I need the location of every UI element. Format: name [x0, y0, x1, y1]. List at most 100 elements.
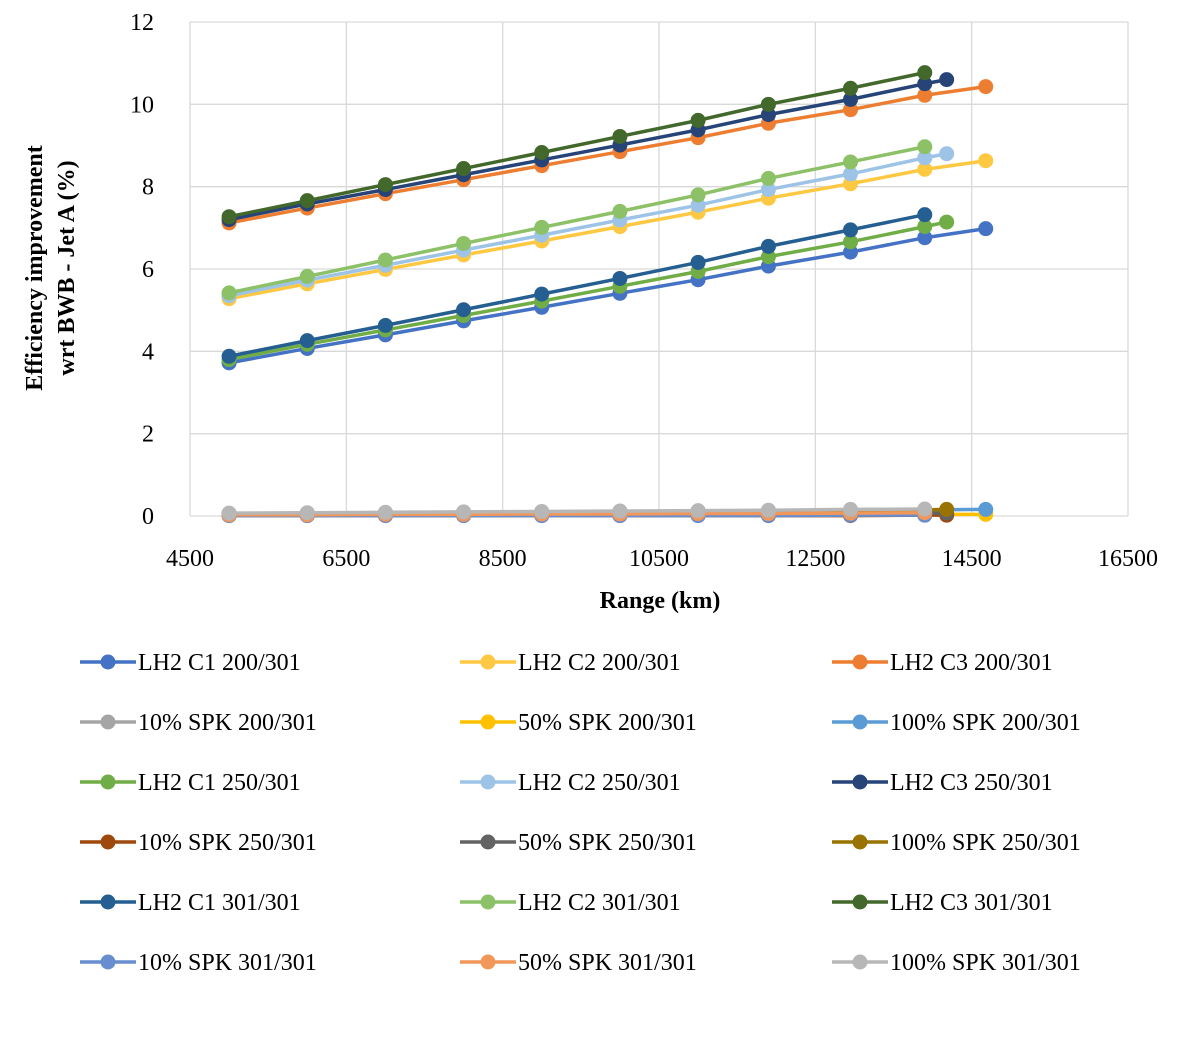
legend-label: 10% SPK 250/301 [138, 830, 317, 856]
data-point [760, 182, 776, 198]
data-point [612, 203, 628, 219]
data-point [534, 286, 550, 302]
y-tick-label: 0 [142, 504, 154, 530]
y-tick-label: 10 [130, 92, 154, 118]
data-point [612, 128, 628, 144]
legend-label: 50% SPK 301/301 [518, 950, 697, 976]
legend-entry: LH2 C3 250/301 [832, 770, 1053, 796]
series-line [228, 70, 926, 219]
data-point [978, 153, 994, 169]
y-tick-label: 2 [142, 422, 154, 448]
legend: LH2 C1 200/301 LH2 C2 200/301 LH2 C3 200/3… [80, 650, 1081, 976]
legend-marker [100, 654, 116, 670]
legend-label: LH2 C2 301/301 [518, 890, 681, 916]
legend-marker [100, 714, 116, 730]
data-point [456, 504, 472, 520]
legend-marker [480, 894, 496, 910]
data-point [978, 501, 994, 517]
series-0 [221, 221, 994, 371]
series-line [228, 158, 986, 301]
legend-marker [852, 894, 868, 910]
data-point [917, 65, 933, 81]
legend-label: LH2 C3 250/301 [890, 770, 1053, 796]
legend-entry: 50% SPK 301/301 [460, 950, 697, 976]
data-point [690, 254, 706, 270]
data-point [843, 234, 859, 250]
series-line [228, 145, 926, 295]
series-line [228, 212, 926, 358]
data-point [843, 222, 859, 238]
data-point [843, 166, 859, 182]
y-tick-label: 4 [142, 339, 154, 365]
data-point [456, 302, 472, 318]
legend-entry: LH2 C3 200/301 [832, 650, 1053, 676]
data-point [221, 285, 237, 301]
legend-label: LH2 C1 301/301 [138, 890, 301, 916]
legend-marker [852, 654, 868, 670]
data-point [456, 161, 472, 177]
legend-entry: 50% SPK 250/301 [460, 830, 697, 856]
series-1 [221, 153, 994, 307]
legend-marker [852, 774, 868, 790]
legend-entry: 10% SPK 250/301 [80, 830, 317, 856]
legend-label: LH2 C1 200/301 [138, 650, 301, 676]
legend-label: LH2 C2 200/301 [518, 650, 681, 676]
legend-entry: LH2 C1 301/301 [80, 890, 301, 916]
data-point [612, 270, 628, 286]
data-point [534, 219, 550, 235]
data-point [917, 87, 933, 103]
data-point [843, 91, 859, 107]
legend-label: 100% SPK 250/301 [890, 830, 1081, 856]
data-point [299, 268, 315, 284]
data-point [377, 252, 393, 268]
legend-label: LH2 C1 250/301 [138, 770, 301, 796]
data-point [299, 333, 315, 349]
data-point [843, 102, 859, 118]
series-line [228, 77, 947, 222]
data-point [760, 170, 776, 186]
data-point [978, 221, 994, 237]
y-axis-title: Efficiency improvement wrt BWB - Jet A (… [22, 145, 80, 391]
legend-label: 10% SPK 301/301 [138, 950, 317, 976]
data-point [456, 235, 472, 251]
x-axis-title: Range (km) [600, 588, 721, 614]
legend-label: 50% SPK 250/301 [518, 830, 697, 856]
data-point [221, 348, 237, 364]
legend-label: 100% SPK 200/301 [890, 710, 1081, 736]
legend-label: LH2 C3 301/301 [890, 890, 1053, 916]
data-point [299, 193, 315, 209]
series-13 [221, 139, 933, 301]
legend-entry: 100% SPK 200/301 [832, 710, 1081, 736]
legend-entry: 100% SPK 250/301 [832, 830, 1081, 856]
legend-marker [100, 834, 116, 850]
legend-marker [100, 894, 116, 910]
legend-entry: LH2 C3 301/301 [832, 890, 1053, 916]
data-point [299, 505, 315, 521]
legend-entry: LH2 C2 200/301 [460, 650, 681, 676]
x-tick-label: 8500 [479, 546, 527, 572]
legend-label: 50% SPK 200/301 [518, 710, 697, 736]
data-point [534, 503, 550, 519]
legend-entry: LH2 C2 250/301 [460, 770, 681, 796]
data-point [221, 209, 237, 225]
data-point [612, 503, 628, 519]
series-line [229, 507, 925, 515]
data-point [939, 214, 955, 230]
series-12 [221, 207, 933, 364]
legend-entry: 100% SPK 301/301 [832, 950, 1081, 976]
data-point [917, 207, 933, 223]
x-tick-labels: 4500 6500 8500 10500 12500 14500 16500 [166, 546, 1158, 572]
data-point [939, 72, 955, 88]
data-point [843, 154, 859, 170]
legend-entry: 50% SPK 200/301 [460, 710, 697, 736]
data-point [939, 146, 955, 162]
legend-entry: LH2 C1 200/301 [80, 650, 301, 676]
data-point [377, 177, 393, 193]
legend-label: LH2 C2 250/301 [518, 770, 681, 796]
legend-marker [852, 834, 868, 850]
legend-entry: 10% SPK 301/301 [80, 950, 317, 976]
legend-marker [480, 834, 496, 850]
data-point [917, 76, 933, 92]
legend-marker [480, 954, 496, 970]
